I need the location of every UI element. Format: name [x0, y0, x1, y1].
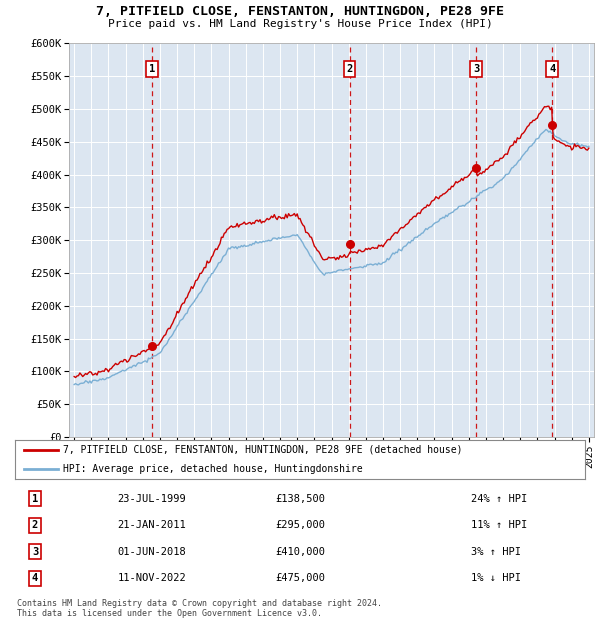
Text: £410,000: £410,000 [275, 547, 325, 557]
Text: 3: 3 [32, 547, 38, 557]
Text: £138,500: £138,500 [275, 494, 325, 504]
Text: 7, PITFIELD CLOSE, FENSTANTON, HUNTINGDON, PE28 9FE: 7, PITFIELD CLOSE, FENSTANTON, HUNTINGDO… [96, 5, 504, 18]
Text: 3: 3 [473, 64, 479, 74]
Text: 11% ↑ HPI: 11% ↑ HPI [471, 520, 527, 530]
Text: 23-JUL-1999: 23-JUL-1999 [118, 494, 187, 504]
Text: 2: 2 [32, 520, 38, 530]
Text: 4: 4 [549, 64, 555, 74]
Text: 1% ↓ HPI: 1% ↓ HPI [471, 573, 521, 583]
Text: 1: 1 [32, 494, 38, 504]
Text: 1: 1 [149, 64, 155, 74]
Text: Price paid vs. HM Land Registry's House Price Index (HPI): Price paid vs. HM Land Registry's House … [107, 19, 493, 29]
Text: HPI: Average price, detached house, Huntingdonshire: HPI: Average price, detached house, Hunt… [64, 464, 363, 474]
Text: £475,000: £475,000 [275, 573, 325, 583]
Text: 3% ↑ HPI: 3% ↑ HPI [471, 547, 521, 557]
Text: 2: 2 [346, 64, 353, 74]
Text: 7, PITFIELD CLOSE, FENSTANTON, HUNTINGDON, PE28 9FE (detached house): 7, PITFIELD CLOSE, FENSTANTON, HUNTINGDO… [64, 445, 463, 455]
Text: £295,000: £295,000 [275, 520, 325, 530]
Text: 01-JUN-2018: 01-JUN-2018 [118, 547, 187, 557]
Text: 21-JAN-2011: 21-JAN-2011 [118, 520, 187, 530]
Text: Contains HM Land Registry data © Crown copyright and database right 2024.
This d: Contains HM Land Registry data © Crown c… [17, 599, 382, 618]
Text: 24% ↑ HPI: 24% ↑ HPI [471, 494, 527, 504]
Text: 4: 4 [32, 573, 38, 583]
Text: 11-NOV-2022: 11-NOV-2022 [118, 573, 187, 583]
